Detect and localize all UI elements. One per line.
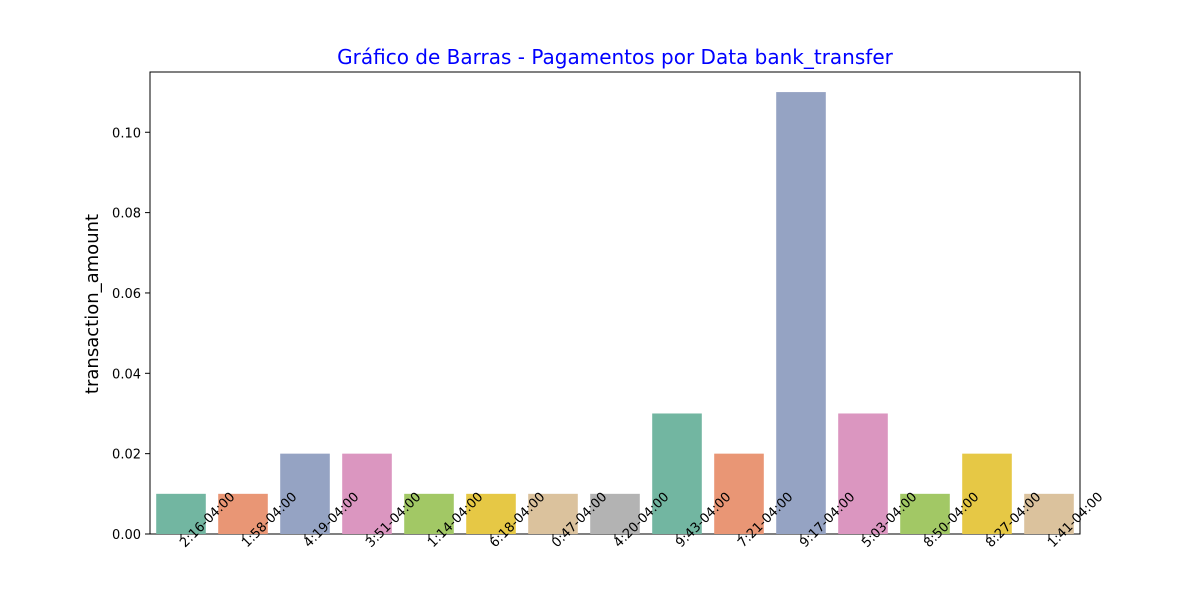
y-tick-label: 0.08 [112,207,141,222]
y-axis-ticks: 0.00 0.02 0.04 0.06 0.08 0.10 [112,126,150,543]
y-tick-label: 0.02 [112,448,141,463]
bar [528,493,578,534]
bar [652,413,702,534]
bar [900,493,950,534]
bar [342,453,392,534]
y-axis-label: transaction_amount [82,214,103,394]
bar [218,493,268,534]
bar [466,493,516,534]
bar [714,453,764,534]
bar [1024,493,1074,534]
chart-title: Gráfico de Barras - Pagamentos por Data … [337,45,893,69]
bar [404,493,454,534]
bar [838,413,888,534]
bar [156,493,206,534]
bar [590,493,640,534]
bars-group [156,92,1074,534]
y-tick-label: 0.10 [112,126,141,141]
y-tick-label: 0.04 [112,367,141,382]
bar [776,92,826,534]
bar [280,453,330,534]
y-tick-label: 0.00 [112,528,141,543]
bar [962,453,1012,534]
y-tick-label: 0.06 [112,287,141,302]
